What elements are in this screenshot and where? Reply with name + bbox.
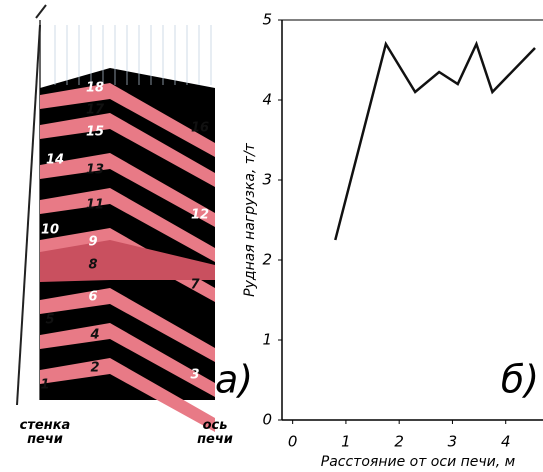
y-tick-label: 1 — [262, 331, 272, 349]
x-tick-label: 4 — [501, 433, 511, 451]
layer-label: 13 — [86, 163, 104, 178]
y-tick-label: 3 — [262, 171, 272, 189]
layer-label: 5 — [45, 313, 54, 328]
y-tick-label: 4 — [262, 91, 272, 109]
layer-label: 6 — [88, 290, 97, 305]
wall-top — [36, 5, 46, 18]
layer-label: 18 — [86, 81, 104, 96]
layer-label: 3 — [190, 368, 199, 383]
y-tick-label: 5 — [262, 11, 272, 29]
layer-label: 16 — [191, 121, 209, 136]
layer-label: 2 — [90, 361, 99, 376]
layer-label: 15 — [86, 125, 104, 140]
layer-label: 4 — [89, 328, 99, 343]
figure: 123456789101112131415161718стенкапечиось… — [0, 0, 543, 472]
layer-label: 14 — [46, 153, 64, 168]
y-tick-label: 0 — [262, 411, 272, 429]
y-tick-label: 2 — [262, 251, 272, 269]
layer-label: 12 — [191, 208, 209, 223]
x-tick-label: 0 — [288, 433, 298, 451]
layer-label: 10 — [41, 223, 59, 238]
layer-label: 7 — [190, 278, 200, 293]
x-axis-label: Расстояние от оси печи, м — [321, 454, 516, 470]
layer-label: 8 — [88, 258, 97, 273]
wall-slope — [17, 25, 40, 405]
x-tick-label: 2 — [394, 433, 404, 451]
panel-label: а) — [215, 358, 253, 402]
y-axis-label: Рудная нагрузка, т/т — [242, 142, 258, 297]
layer-label: 1 — [40, 378, 49, 393]
panel-label: б) — [501, 358, 539, 402]
layer-label: 11 — [86, 198, 104, 213]
x-tick-label: 1 — [341, 433, 351, 451]
x-tick-label: 3 — [448, 433, 458, 451]
layer-label: 9 — [88, 235, 97, 250]
layer-label: 17 — [86, 103, 105, 118]
data-line — [335, 44, 535, 240]
